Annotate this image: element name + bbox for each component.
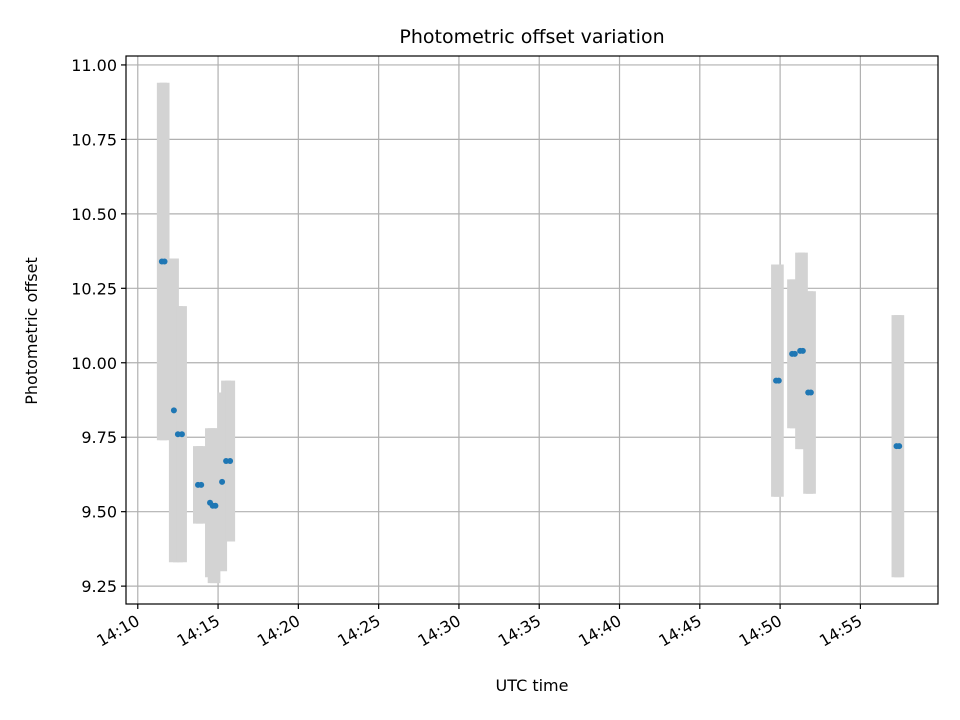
y-tick-label: 10.75 xyxy=(71,130,117,149)
data-point xyxy=(896,443,903,450)
data-point xyxy=(219,478,226,485)
data-point xyxy=(791,350,798,357)
data-point xyxy=(799,347,806,354)
data-point xyxy=(775,377,782,384)
y-axis-ticks: 9.25 9.50 9.75 10.00 10.25 10.50 10.75 11.00 xyxy=(71,56,126,596)
data-point xyxy=(198,481,205,488)
y-tick-label: 10.00 xyxy=(71,354,117,373)
plot-frame xyxy=(125,55,939,605)
data-point xyxy=(178,431,185,438)
data-points xyxy=(158,258,903,509)
y-tick-label: 9.75 xyxy=(81,428,117,447)
y-tick-label: 10.50 xyxy=(71,205,117,224)
y-tick-label: 9.25 xyxy=(81,577,117,596)
x-axis-label: UTC time xyxy=(496,676,569,695)
data-point xyxy=(807,389,814,396)
data-point xyxy=(212,502,219,509)
y-tick-label: 11.00 xyxy=(71,56,117,75)
data-point xyxy=(161,258,168,265)
chart-title: Photometric offset variation xyxy=(399,26,664,48)
data-point xyxy=(227,458,234,465)
y-tick-label: 10.25 xyxy=(71,279,117,298)
data-point xyxy=(170,407,177,414)
y-axis-label: Photometric offset xyxy=(22,257,41,405)
y-tick-label: 9.50 xyxy=(81,503,117,522)
